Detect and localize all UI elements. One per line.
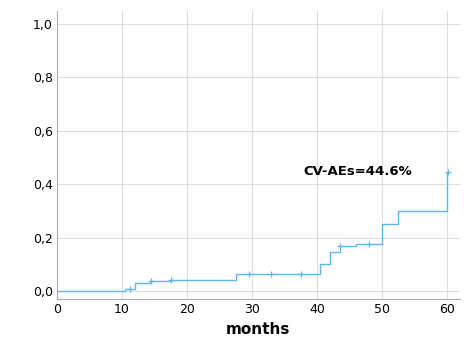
X-axis label: months: months [226,322,291,337]
Text: CV-AEs=44.6%: CV-AEs=44.6% [304,165,412,178]
